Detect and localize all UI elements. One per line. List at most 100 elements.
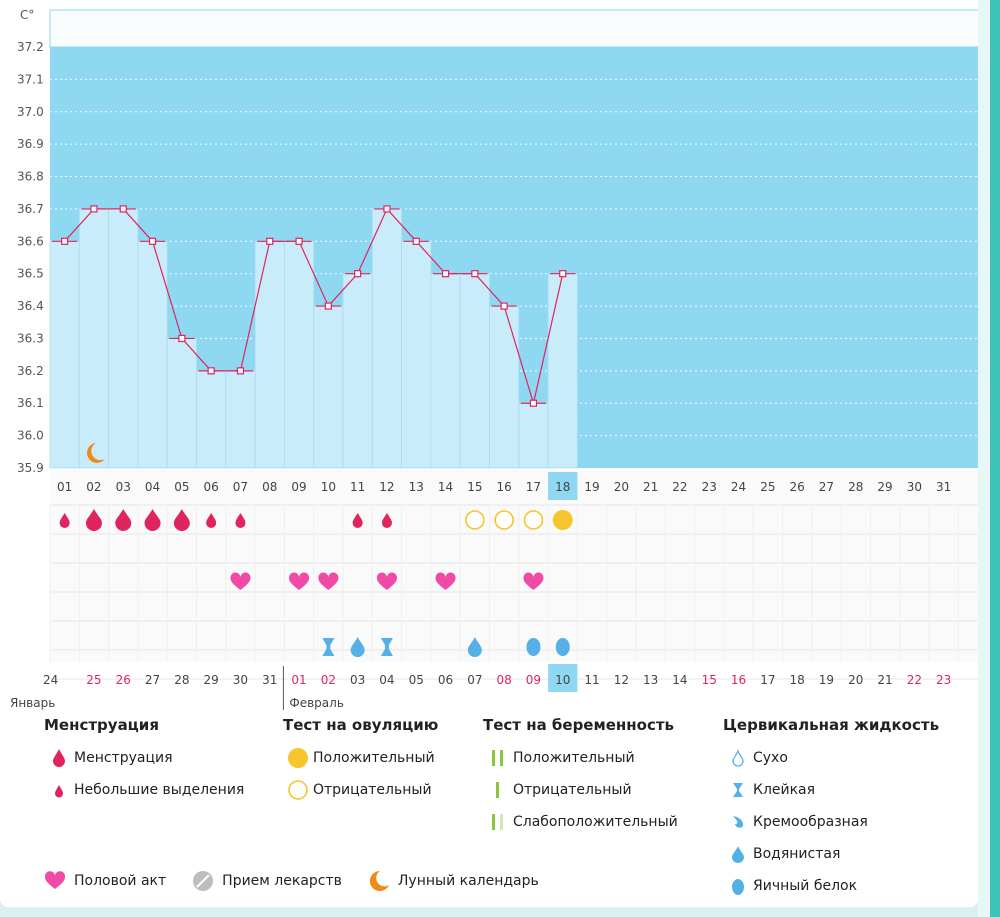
- temperature-bar[interactable]: [283, 240, 315, 469]
- calendar-date-label[interactable]: 06: [438, 673, 453, 687]
- cycle-day-label[interactable]: 02: [86, 480, 101, 494]
- cycle-day-label[interactable]: 24: [731, 480, 746, 494]
- temperature-bar[interactable]: [547, 273, 578, 469]
- calendar-date-label[interactable]: 19: [819, 673, 834, 687]
- heart-icon[interactable]: [230, 572, 251, 590]
- cycle-day-label[interactable]: 09: [291, 480, 306, 494]
- temperature-point[interactable]: [441, 270, 450, 278]
- spotting-icon[interactable]: [59, 513, 70, 528]
- cycle-day-label[interactable]: 31: [936, 480, 951, 494]
- temperature-point[interactable]: [559, 270, 567, 278]
- calendar-date-label[interactable]: 11: [584, 673, 599, 687]
- calendar-date-label[interactable]: 28: [174, 673, 189, 687]
- cycle-day-label[interactable]: 07: [233, 480, 248, 494]
- cycle-day-label[interactable]: 30: [907, 480, 922, 494]
- calendar-date-label[interactable]: 27: [145, 673, 160, 687]
- calendar-date-label[interactable]: 07: [467, 673, 482, 687]
- cycle-day-label[interactable]: 14: [438, 480, 453, 494]
- ovulation-negative-icon[interactable]: [494, 510, 514, 530]
- temperature-bar[interactable]: [489, 305, 520, 469]
- temperature-bar[interactable]: [254, 240, 285, 469]
- cycle-day-label[interactable]: 28: [848, 480, 863, 494]
- calendar-date-label[interactable]: 12: [614, 673, 629, 687]
- heart-icon[interactable]: [523, 572, 544, 590]
- menstruation-icon[interactable]: [115, 509, 132, 531]
- cycle-day-label[interactable]: 23: [702, 480, 717, 494]
- temperature-bar[interactable]: [401, 240, 432, 469]
- temperature-point[interactable]: [207, 367, 215, 375]
- menstruation-icon[interactable]: [85, 509, 102, 531]
- cycle-day-label[interactable]: 04: [145, 480, 160, 494]
- temperature-point[interactable]: [471, 270, 479, 278]
- cycle-day-label[interactable]: 25: [760, 480, 775, 494]
- temperature-point[interactable]: [324, 302, 332, 310]
- cervical-sticky-icon[interactable]: [322, 638, 335, 656]
- cervical-sticky-icon[interactable]: [380, 638, 393, 656]
- temperature-point[interactable]: [119, 205, 127, 213]
- calendar-date-label[interactable]: 13: [643, 673, 658, 687]
- spotting-icon[interactable]: [235, 513, 246, 528]
- calendar-date-label[interactable]: 22: [907, 673, 922, 687]
- temperature-bar[interactable]: [518, 402, 549, 469]
- calendar-date-label[interactable]: 31: [262, 673, 277, 687]
- cycle-day-label[interactable]: 06: [204, 480, 219, 494]
- cervical-eggwhite-icon[interactable]: [526, 638, 541, 656]
- temperature-point[interactable]: [295, 237, 303, 245]
- temperature-bar[interactable]: [342, 273, 373, 469]
- cycle-day-label[interactable]: 01: [57, 480, 72, 494]
- temperature-point[interactable]: [266, 237, 274, 245]
- heart-icon[interactable]: [289, 572, 310, 590]
- temperature-bar[interactable]: [108, 208, 139, 469]
- calendar-date-label[interactable]: 24: [43, 673, 58, 687]
- ovulation-positive-icon[interactable]: [552, 510, 573, 530]
- ovulation-negative-icon[interactable]: [465, 510, 485, 530]
- heart-icon[interactable]: [376, 572, 397, 590]
- calendar-date-label[interactable]: 02: [321, 673, 336, 687]
- temperature-bar[interactable]: [371, 208, 402, 469]
- temperature-point[interactable]: [178, 334, 186, 343]
- cycle-day-label[interactable]: 21: [643, 480, 658, 494]
- temperature-point[interactable]: [500, 302, 508, 310]
- menstruation-icon[interactable]: [144, 509, 161, 531]
- calendar-date-label[interactable]: 18: [790, 673, 805, 687]
- temperature-point[interactable]: [236, 367, 245, 375]
- cycle-day-label[interactable]: 13: [409, 480, 424, 494]
- calendar-date-label[interactable]: 30: [233, 673, 248, 687]
- cycle-day-label[interactable]: 15: [467, 480, 482, 494]
- temperature-point[interactable]: [529, 399, 538, 407]
- cycle-day-label[interactable]: 17: [526, 480, 541, 494]
- temperature-bar[interactable]: [225, 370, 256, 469]
- cycle-day-label[interactable]: 18: [555, 480, 570, 494]
- heart-icon[interactable]: [318, 572, 339, 590]
- calendar-date-label[interactable]: 03: [350, 673, 365, 687]
- calendar-date-label[interactable]: 21: [877, 673, 892, 687]
- cycle-day-label[interactable]: 03: [116, 480, 131, 494]
- cycle-day-label[interactable]: 27: [819, 480, 834, 494]
- cycle-day-label[interactable]: 08: [262, 480, 277, 494]
- cycle-day-label[interactable]: 12: [379, 480, 394, 494]
- temperature-bar[interactable]: [196, 370, 227, 469]
- calendar-date-label[interactable]: 20: [848, 673, 863, 687]
- cervical-watery-icon[interactable]: [350, 637, 365, 657]
- menstruation-icon[interactable]: [173, 509, 190, 531]
- ovulation-negative-icon[interactable]: [523, 510, 544, 530]
- cycle-day-label[interactable]: 05: [174, 480, 189, 494]
- spotting-icon[interactable]: [206, 513, 217, 528]
- calendar-date-label[interactable]: 25: [86, 673, 101, 687]
- cervical-eggwhite-icon[interactable]: [555, 638, 570, 656]
- calendar-date-label[interactable]: 05: [409, 673, 424, 687]
- cycle-day-label[interactable]: 22: [672, 480, 687, 494]
- calendar-date-label[interactable]: 08: [497, 673, 512, 687]
- calendar-date-label[interactable]: 10: [555, 673, 570, 687]
- cycle-day-label[interactable]: 16: [497, 480, 512, 494]
- calendar-date-label[interactable]: 01: [291, 673, 306, 687]
- calendar-date-label[interactable]: 15: [702, 673, 717, 687]
- calendar-date-label[interactable]: 16: [731, 673, 746, 687]
- calendar-date-label[interactable]: 14: [672, 673, 687, 687]
- temperature-point[interactable]: [148, 237, 157, 245]
- temperature-point[interactable]: [412, 237, 420, 245]
- temperature-bar[interactable]: [430, 273, 461, 469]
- temperature-point[interactable]: [383, 205, 391, 213]
- temperature-bar[interactable]: [459, 273, 490, 469]
- temperature-bar[interactable]: [49, 240, 80, 469]
